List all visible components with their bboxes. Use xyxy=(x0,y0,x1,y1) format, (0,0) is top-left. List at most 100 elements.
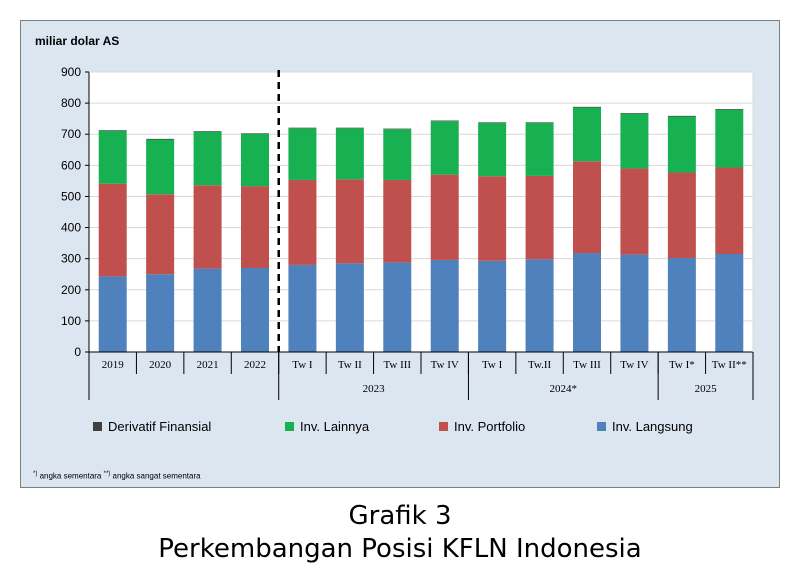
legend-swatch-derivatif xyxy=(93,422,102,431)
legend-swatch-portfolio xyxy=(439,422,448,431)
bar-segment-portfolio xyxy=(715,167,744,254)
bar-segment-lainnya xyxy=(98,130,127,184)
y-tick-label: 100 xyxy=(61,314,81,328)
x-category-label: Tw II xyxy=(338,359,362,371)
bar-segment-lainnya xyxy=(573,107,601,162)
legend-item-portfolio: Inv. Portfolio xyxy=(439,419,525,434)
legend-label-portfolio: Inv. Portfolio xyxy=(454,419,526,434)
y-tick-label: 300 xyxy=(61,252,81,266)
y-tick-label: 0 xyxy=(74,345,81,359)
bar-segment-portfolio xyxy=(525,175,554,260)
x-category-label: Tw IV xyxy=(620,359,648,371)
bar-segment-portfolio xyxy=(573,161,601,254)
bar-segment-portfolio xyxy=(667,172,696,259)
bar-segment-langsung xyxy=(715,254,744,352)
y-axis-unit-label: miliar dolar AS xyxy=(35,34,120,48)
x-category-label: Tw IV xyxy=(431,359,459,371)
legend-item-derivatif: Derivatif Finansial xyxy=(93,419,211,434)
bar-segment-langsung xyxy=(478,260,507,352)
bar-segment-derivatif xyxy=(288,127,317,129)
legend-label-derivatif: Derivatif Finansial xyxy=(108,419,212,434)
x-group-label: 2023 xyxy=(363,383,386,395)
bar-segment-lainnya xyxy=(430,121,459,175)
bar-segment-portfolio xyxy=(383,179,412,263)
y-tick-label: 600 xyxy=(61,158,81,172)
bar-segment-lainnya xyxy=(383,129,412,180)
bar-segment-derivatif xyxy=(335,127,364,129)
x-category-label: Tw.II xyxy=(528,359,552,371)
footnote-text-1: angka sementara xyxy=(37,471,104,481)
bar-segment-lainnya xyxy=(478,123,507,177)
bar-segment-lainnya xyxy=(620,113,649,169)
bar-segment-derivatif xyxy=(667,115,696,117)
bar-segment-portfolio xyxy=(98,183,127,277)
bar-segment-derivatif xyxy=(525,122,554,124)
x-category-label: Tw II** xyxy=(712,359,747,371)
bar-segment-portfolio xyxy=(193,185,222,269)
plot-area xyxy=(89,72,753,352)
x-category-label: Tw I xyxy=(482,359,503,371)
x-category-label: 2019 xyxy=(102,359,125,371)
y-tick-label: 500 xyxy=(61,189,81,203)
chart-panel: miliar dolar AS 0 100 200 300 400 500 600 700 80… xyxy=(20,20,780,488)
bar-segment-lainnya xyxy=(241,133,269,187)
bar-segment-derivatif xyxy=(573,106,601,108)
bar-segment-derivatif xyxy=(430,120,459,122)
bar-segment-derivatif xyxy=(383,128,412,130)
bar-segment-langsung xyxy=(193,268,222,352)
bar-segment-lainnya xyxy=(335,128,364,180)
bar-segment-langsung xyxy=(146,274,175,352)
x-category-label: Tw I* xyxy=(669,359,695,371)
legend-item-langsung: Inv. Langsung xyxy=(597,419,693,434)
bar-segment-lainnya xyxy=(288,128,317,180)
bar-segment-lainnya xyxy=(667,116,696,173)
bar-segment-langsung xyxy=(98,276,127,352)
legend-label-langsung: Inv. Langsung xyxy=(612,419,693,434)
bar-segment-langsung xyxy=(241,268,269,352)
footnote-text-2: angka sangat sementara xyxy=(110,471,201,481)
bar-segment-lainnya xyxy=(146,139,175,195)
x-group-label: 2025 xyxy=(695,383,718,395)
bar-segment-portfolio xyxy=(288,179,317,265)
chart-legend: Derivatif Finansial Inv. Lainnya Inv. Po… xyxy=(21,419,781,439)
y-tick-label: 700 xyxy=(61,127,81,141)
bar-segment-portfolio xyxy=(478,176,507,261)
legend-item-lainnya: Inv. Lainnya xyxy=(285,419,369,434)
bar-segment-langsung xyxy=(573,253,601,352)
legend-swatch-langsung xyxy=(597,422,606,431)
bar-segment-derivatif xyxy=(715,109,744,110)
legend-swatch-lainnya xyxy=(285,422,294,431)
figure-title: Perkembangan Posisi KFLN Indonesia xyxy=(158,534,642,564)
stacked-bar-chart: 0 100 200 300 400 500 600 700 800 900 2019 2020 2021… xyxy=(61,65,754,400)
bar-segment-langsung xyxy=(525,259,554,352)
bar-segment-langsung xyxy=(620,254,649,352)
footnote: *) angka sementara **) angka sangat seme… xyxy=(33,471,201,481)
bar-segment-langsung xyxy=(667,258,696,352)
y-tick-label: 800 xyxy=(61,96,81,110)
footnote-mark-1: *) xyxy=(33,471,38,477)
bar-segment-langsung xyxy=(335,263,364,352)
bar-segment-portfolio xyxy=(241,186,269,268)
bar-segment-derivatif xyxy=(193,131,222,132)
bar-segment-derivatif xyxy=(146,138,175,140)
bar-segment-portfolio xyxy=(335,179,364,264)
x-category-label: 2020 xyxy=(149,359,172,371)
bar-segment-langsung xyxy=(383,262,412,352)
x-category-label: Tw I xyxy=(292,359,313,371)
y-tick-label: 400 xyxy=(61,221,81,235)
y-tick-label: 900 xyxy=(61,65,81,79)
bar-segment-langsung xyxy=(288,264,317,352)
bar-segment-derivatif xyxy=(478,122,507,124)
x-category-label: 2022 xyxy=(244,359,266,371)
bar-segment-langsung xyxy=(430,259,459,352)
x-category-label: Tw III xyxy=(573,359,601,371)
bar-segment-portfolio xyxy=(430,174,459,260)
footnote-mark-2: **) xyxy=(103,471,111,477)
figure-number: Grafik 3 xyxy=(348,501,452,531)
bar-segment-lainnya xyxy=(193,131,222,186)
x-category-label: 2021 xyxy=(197,359,219,371)
bar-segment-lainnya xyxy=(715,109,744,168)
x-group-label: 2024* xyxy=(550,383,578,395)
bar-segment-derivatif xyxy=(98,130,127,131)
bar-segment-derivatif xyxy=(620,113,649,114)
